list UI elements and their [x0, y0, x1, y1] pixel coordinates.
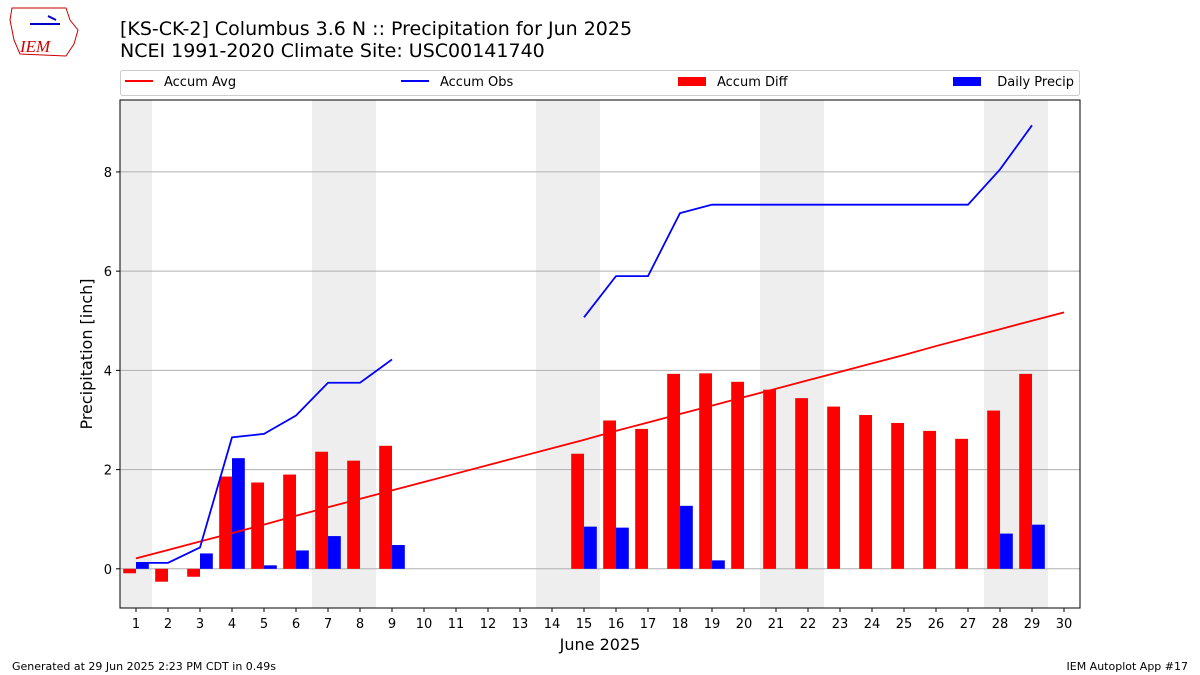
bar: [987, 410, 1000, 569]
x-tick-label: 30: [1056, 617, 1073, 632]
logo-text: IEM: [19, 37, 51, 56]
bar: [571, 453, 584, 569]
x-tick-label: 29: [1024, 617, 1041, 632]
bar: [712, 560, 725, 569]
x-tick-label: 13: [512, 617, 529, 632]
bar: [827, 406, 840, 569]
bar: [699, 373, 712, 569]
bar: [1032, 524, 1045, 569]
bar: [187, 568, 200, 577]
bar: [136, 562, 149, 569]
bar: [731, 381, 744, 569]
x-tick-label: 21: [768, 617, 785, 632]
bar: [392, 544, 405, 569]
chart-subtitle: NCEI 1991-2020 Climate Site: USC00141740: [120, 40, 545, 62]
y-tick-label: 4: [104, 364, 112, 379]
bar: [264, 565, 277, 569]
x-tick-label: 25: [896, 617, 913, 632]
bar: [283, 474, 296, 569]
x-tick-label: 17: [640, 617, 657, 632]
legend-box: [120, 70, 1080, 96]
x-tick-label: 15: [576, 617, 593, 632]
x-tick-label: 5: [260, 617, 268, 632]
logo-outline: [9, 7, 79, 57]
y-axis-label: Precipitation [inch]: [77, 278, 96, 429]
y-tick-label: 2: [104, 464, 112, 479]
y-tick-label: 6: [104, 265, 112, 280]
bar: [923, 430, 936, 569]
bar: [635, 428, 648, 569]
logo: IEM: [9, 7, 79, 57]
x-tick-label: 11: [448, 617, 465, 632]
x-tick-label: 19: [704, 617, 721, 632]
bar: [891, 422, 904, 569]
footer-right: IEM Autoplot App #17: [1067, 660, 1189, 673]
x-tick-label: 28: [992, 617, 1009, 632]
bar: [123, 568, 136, 574]
legend-label: Accum Obs: [440, 75, 513, 90]
chart-title: [KS-CK-2] Columbus 3.6 N :: Precipitatio…: [120, 18, 632, 40]
bar: [328, 536, 341, 569]
x-tick-label: 26: [928, 617, 945, 632]
bar: [616, 527, 629, 569]
x-tick-label: 27: [960, 617, 977, 632]
bar: [379, 445, 392, 569]
bar: [315, 451, 328, 569]
x-tick-label: 8: [356, 617, 364, 632]
x-tick-label: 9: [388, 617, 396, 632]
x-tick-label: 6: [292, 617, 300, 632]
y-tick-label: 0: [104, 563, 112, 578]
weekend-shade: [536, 100, 600, 608]
line: [135, 311, 1065, 560]
bar: [859, 415, 872, 569]
y-tick-label: 8: [104, 166, 112, 181]
x-tick-label: 1: [132, 617, 140, 632]
bar: [296, 550, 309, 569]
bar: [680, 505, 693, 569]
logo-icon: [30, 15, 60, 25]
x-tick-label: 24: [864, 617, 881, 632]
x-axis-label: June 2025: [559, 635, 641, 654]
weekend-shade: [120, 100, 152, 608]
x-tick-label: 16: [608, 617, 625, 632]
bar: [603, 420, 616, 569]
x-tick-label: 10: [416, 617, 433, 632]
bar: [955, 438, 968, 569]
footer-left: Generated at 29 Jun 2025 2:23 PM CDT in …: [12, 660, 276, 673]
x-tick-label: 4: [228, 617, 236, 632]
x-tick-label: 3: [196, 617, 204, 632]
x-tick-label: 20: [736, 617, 753, 632]
x-tick-label: 12: [480, 617, 497, 632]
x-tick-label: 14: [544, 617, 561, 632]
x-tick-label: 23: [832, 617, 849, 632]
x-tick-label: 7: [324, 617, 332, 632]
bar: [1000, 533, 1013, 569]
legend-label: Daily Precip: [997, 75, 1074, 90]
legend-label: Accum Diff: [717, 75, 789, 90]
x-tick-label: 18: [672, 617, 689, 632]
bar: [232, 458, 245, 569]
bar: [667, 373, 680, 569]
bar: [200, 553, 213, 569]
bar: [219, 476, 232, 569]
legend-swatch: [953, 77, 981, 86]
line: [136, 124, 1033, 564]
bar: [347, 460, 360, 569]
bar: [584, 526, 597, 569]
bar: [795, 398, 808, 569]
legend-label: Accum Avg: [164, 75, 236, 90]
plot-frame: [119, 99, 1081, 609]
legend-swatch: [678, 77, 706, 86]
bar: [155, 568, 168, 582]
bar: [763, 389, 776, 569]
x-tick-label: 22: [800, 617, 817, 632]
x-tick-label: 2: [164, 617, 172, 632]
bar: [1019, 373, 1032, 569]
